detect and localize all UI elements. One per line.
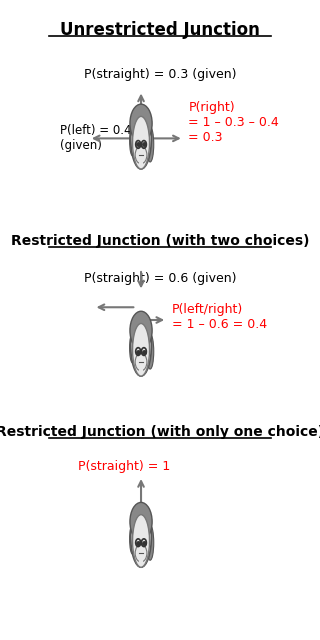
Ellipse shape bbox=[135, 353, 147, 371]
Ellipse shape bbox=[147, 127, 154, 162]
Ellipse shape bbox=[130, 126, 135, 156]
Ellipse shape bbox=[130, 333, 135, 363]
Text: P(left) = 0.4
(given): P(left) = 0.4 (given) bbox=[60, 124, 132, 152]
Ellipse shape bbox=[131, 106, 151, 169]
Ellipse shape bbox=[135, 146, 147, 164]
Text: Restricted Junction (with two choices): Restricted Junction (with two choices) bbox=[11, 234, 309, 248]
Bar bbox=[139, 362, 143, 374]
Text: P(left/right)
= 1 – 0.6 = 0.4: P(left/right) = 1 – 0.6 = 0.4 bbox=[172, 303, 267, 331]
Ellipse shape bbox=[132, 515, 149, 567]
Text: Restricted Junction (with only one choice): Restricted Junction (with only one choic… bbox=[0, 425, 320, 439]
Ellipse shape bbox=[132, 323, 149, 376]
Text: P(right)
= 1 – 0.3 – 0.4
= 0.3: P(right) = 1 – 0.3 – 0.4 = 0.3 bbox=[188, 101, 279, 144]
Ellipse shape bbox=[131, 504, 151, 567]
Ellipse shape bbox=[135, 545, 147, 562]
Ellipse shape bbox=[130, 502, 152, 541]
Text: Unrestricted Junction: Unrestricted Junction bbox=[60, 20, 260, 38]
Ellipse shape bbox=[130, 524, 135, 554]
Bar bbox=[139, 155, 143, 167]
Ellipse shape bbox=[147, 334, 154, 369]
Ellipse shape bbox=[147, 525, 154, 560]
Ellipse shape bbox=[132, 116, 149, 169]
Bar bbox=[139, 553, 143, 566]
Text: P(straight) = 0.3 (given): P(straight) = 0.3 (given) bbox=[84, 68, 236, 81]
Text: P(straight) = 1: P(straight) = 1 bbox=[78, 460, 171, 473]
Ellipse shape bbox=[130, 104, 152, 143]
Ellipse shape bbox=[131, 313, 151, 376]
Text: P(straight) = 0.6 (given): P(straight) = 0.6 (given) bbox=[84, 272, 236, 285]
Ellipse shape bbox=[130, 311, 152, 350]
